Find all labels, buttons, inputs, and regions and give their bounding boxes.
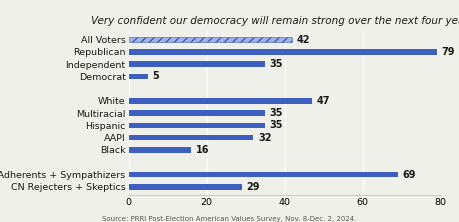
Bar — [129, 111, 265, 116]
Text: Source: PRRI Post-Election American Values Survey, Nov. 8-Dec. 2, 2024.: Source: PRRI Post-Election American Valu… — [102, 216, 357, 222]
Bar — [129, 98, 312, 104]
Bar — [129, 61, 265, 67]
Bar — [129, 123, 265, 128]
Text: 16: 16 — [196, 145, 209, 155]
Text: 35: 35 — [270, 121, 283, 131]
Text: 35: 35 — [270, 59, 283, 69]
Text: 5: 5 — [152, 71, 159, 81]
Bar — [129, 49, 437, 55]
Text: 35: 35 — [270, 108, 283, 118]
Text: 69: 69 — [403, 170, 416, 180]
Bar — [129, 135, 253, 141]
Bar — [129, 37, 292, 42]
Text: 32: 32 — [258, 133, 272, 143]
Text: 42: 42 — [297, 35, 311, 45]
Title: Very confident our democracy will remain strong over the next four years:: Very confident our democracy will remain… — [91, 16, 459, 26]
Bar — [129, 184, 242, 190]
Bar — [129, 74, 148, 79]
Text: 79: 79 — [442, 47, 455, 57]
Text: 29: 29 — [246, 182, 260, 192]
Bar — [129, 172, 398, 177]
Bar — [129, 147, 191, 153]
Text: 47: 47 — [317, 96, 330, 106]
